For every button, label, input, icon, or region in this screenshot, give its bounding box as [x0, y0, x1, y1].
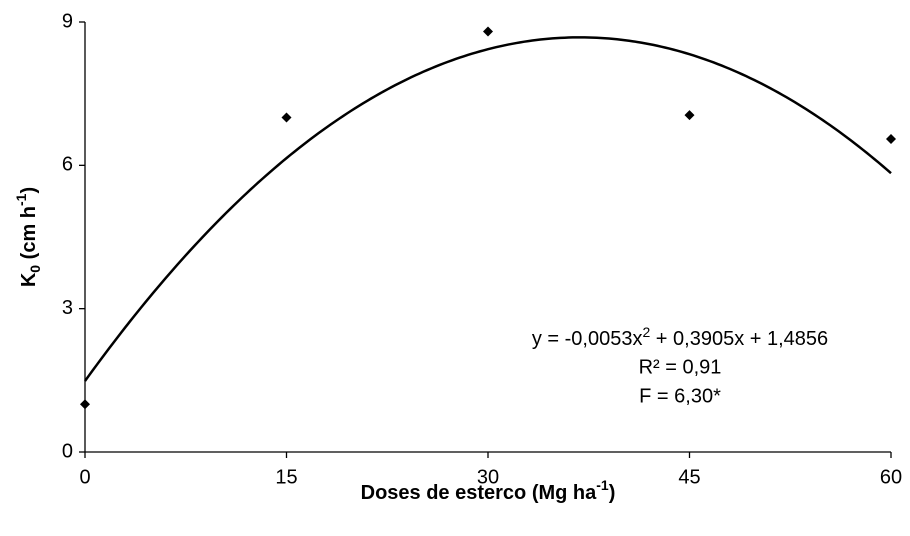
x-label-sup: -1: [596, 477, 609, 493]
x-label-text: Doses de esterco (Mg ha: [361, 482, 598, 504]
f-test: F = 6,30*: [639, 385, 721, 407]
y-label-text: K: [18, 272, 40, 287]
y-label-text: ): [18, 187, 40, 194]
x-tick-label: 30: [477, 466, 499, 488]
r-squared: R² = 0,91: [639, 356, 722, 378]
y-tick-label: 9: [62, 10, 73, 32]
y-label-sub: 0: [27, 265, 43, 273]
trendline: [83, 36, 892, 382]
equation-text: y = -0,0053x: [532, 328, 643, 350]
y-label-sup: -1: [13, 193, 29, 206]
x-tick-label: 15: [275, 466, 297, 488]
point: [483, 26, 493, 37]
y-tick-label: 3: [62, 297, 73, 319]
x-tick-label: 45: [678, 466, 700, 488]
y-axis-label: K0 (cm h-1): [13, 187, 43, 287]
x-axis-label: Doses de esterco (Mg ha-1): [361, 477, 616, 505]
y-label-text: (cm h: [18, 206, 40, 265]
equation-sup: 2: [642, 324, 650, 340]
point: [281, 112, 292, 123]
x-label-text: ): [609, 482, 616, 504]
x-tick-label: 0: [79, 466, 90, 488]
x-tick-label: 60: [880, 466, 902, 488]
y-tick-label: 6: [62, 154, 73, 176]
equation-text: + 0,3905x + 1,4856: [650, 328, 828, 350]
point: [886, 134, 896, 145]
equation: y = -0,0053x2 + 0,3905x + 1,4856: [532, 324, 828, 351]
point: [80, 399, 90, 410]
point: [684, 110, 695, 121]
y-tick-label: 0: [62, 440, 73, 462]
